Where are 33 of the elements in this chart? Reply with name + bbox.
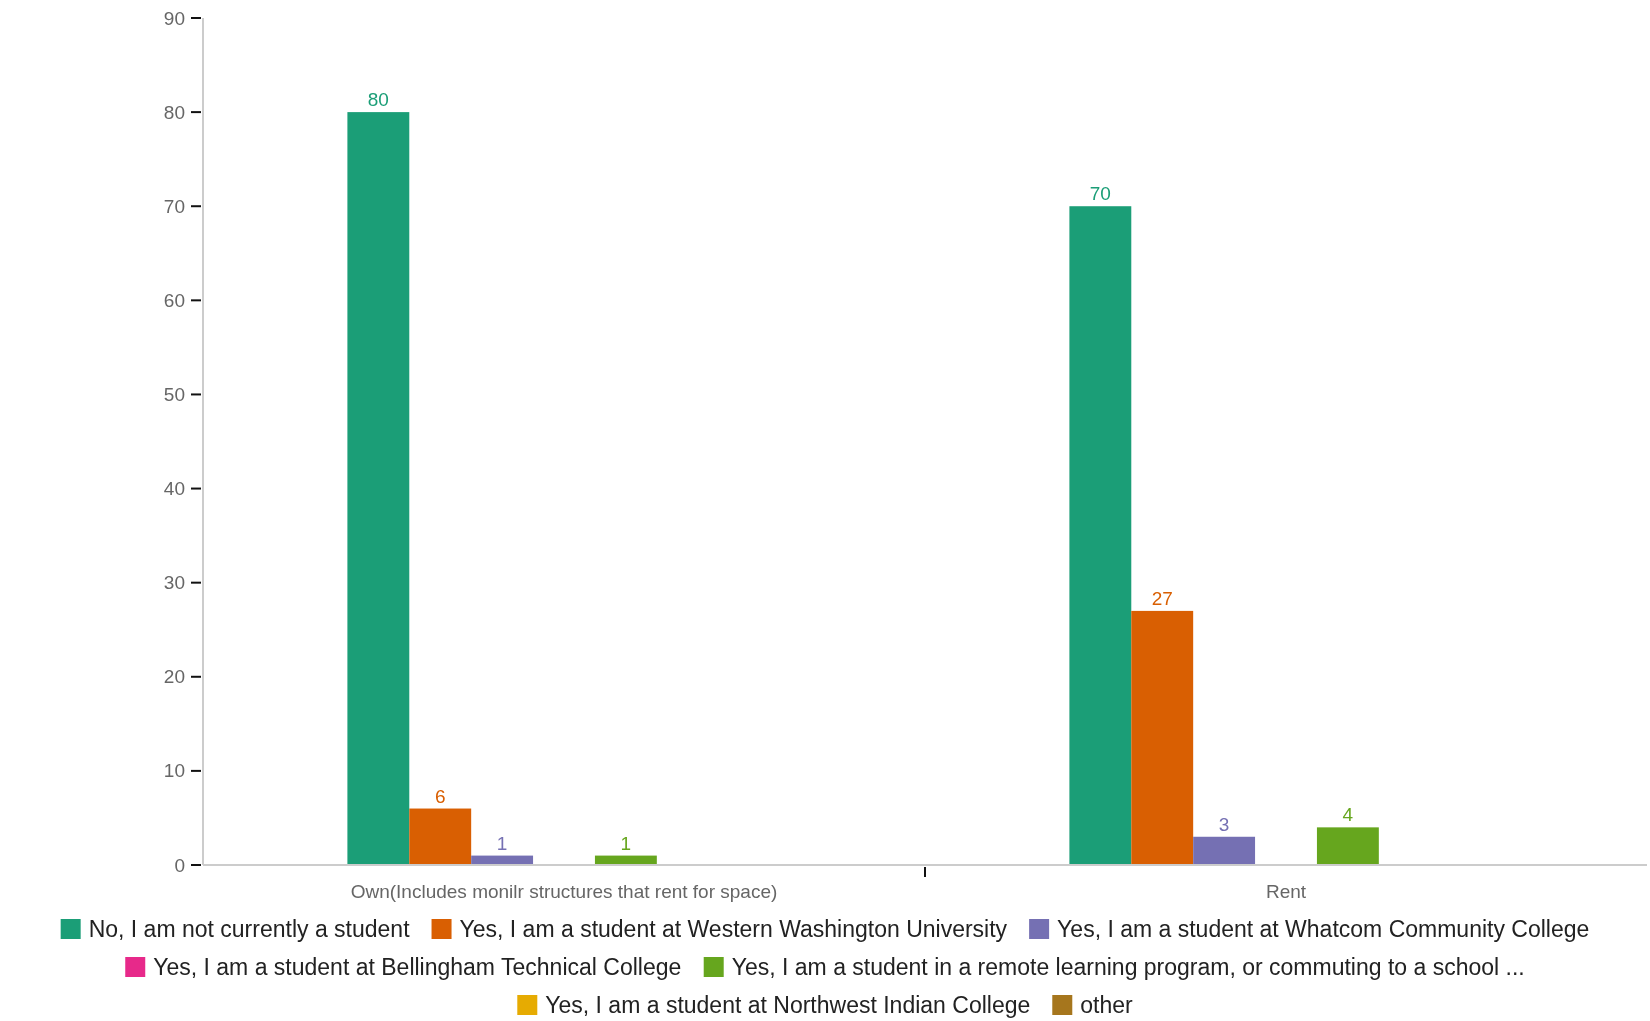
- legend-label: Yes, I am a student at Whatcom Community College: [1057, 916, 1590, 942]
- y-tick-label: 70: [163, 195, 185, 217]
- y-tick-label: 50: [163, 383, 185, 405]
- y-tick-label: 10: [163, 760, 185, 782]
- bar: [1316, 827, 1379, 865]
- legend-label: Yes, I am a student in a remote learning program, or commuting to a school ...: [731, 954, 1525, 980]
- y-tick-label: 30: [163, 572, 185, 594]
- data-label: 70: [1089, 183, 1111, 205]
- x-tick-label: Own(Includes monilr structures that rent for space): [350, 880, 778, 902]
- bar: [347, 112, 410, 865]
- data-label: 1: [620, 832, 632, 854]
- x-tick-label: Rent: [1265, 880, 1307, 902]
- y-tick-label: 90: [163, 7, 185, 29]
- y-tick-label: 60: [163, 289, 185, 311]
- legend-label: other: [1080, 992, 1134, 1018]
- data-label: 27: [1151, 587, 1173, 609]
- y-tick-label: 20: [163, 666, 185, 688]
- legend-label: No, I am not currently a student: [88, 916, 411, 942]
- y-tick-label: 0: [174, 854, 185, 876]
- bar: [1131, 610, 1194, 865]
- legend-label: Yes, I am a student at Western Washington University: [459, 916, 1008, 942]
- data-label: 3: [1218, 813, 1230, 835]
- data-label: 80: [367, 89, 389, 111]
- data-label: 6: [434, 785, 446, 807]
- bar: [1193, 836, 1256, 865]
- data-label: 4: [1342, 804, 1354, 826]
- legend-label: Yes, I am a student at Bellingham Technical College: [153, 954, 682, 980]
- y-tick-label: 80: [163, 101, 185, 123]
- bar: [1069, 206, 1132, 865]
- y-tick-label: 40: [163, 478, 185, 500]
- data-label: 1: [496, 832, 508, 854]
- legend-label: Yes, I am a student at Northwest Indian College: [545, 992, 1031, 1018]
- bar: [409, 808, 472, 865]
